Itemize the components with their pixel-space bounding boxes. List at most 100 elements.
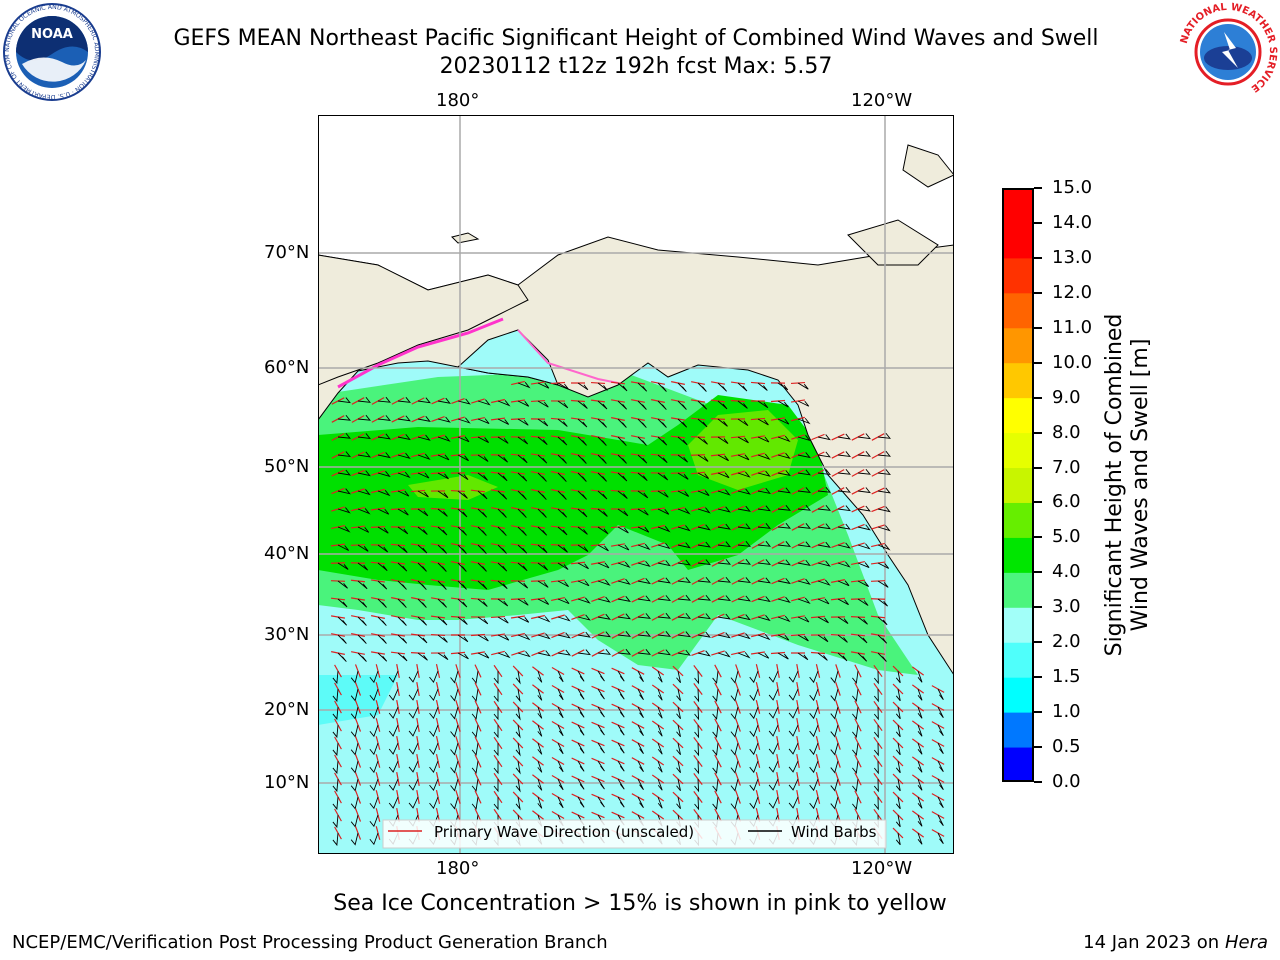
wind-barb <box>493 706 499 721</box>
wind-barb <box>397 634 408 644</box>
wind-barb <box>757 540 771 547</box>
wind-barb <box>417 472 430 479</box>
wind-barb <box>937 832 944 845</box>
wind-barb <box>417 490 429 498</box>
wind-barb <box>357 544 369 552</box>
wind-barb <box>417 508 429 517</box>
wind-barb <box>852 724 859 738</box>
wind-barb <box>749 796 759 810</box>
wind-barb <box>493 796 499 811</box>
wind-barb <box>676 742 681 756</box>
wind-barb <box>515 670 521 685</box>
colorbar-tick-label: 2.0 <box>1052 631 1081 653</box>
wind-barb <box>577 436 587 446</box>
wind-barb <box>537 400 549 408</box>
wind-barb <box>537 670 543 683</box>
wind-barb <box>377 415 391 421</box>
wind-barb <box>408 688 419 701</box>
wind-barb <box>515 742 521 757</box>
wind-barb <box>676 760 681 774</box>
wind-barb <box>357 396 371 403</box>
wind-barb <box>657 472 669 481</box>
wind-barb <box>337 598 348 608</box>
wind-barb <box>788 670 799 683</box>
wind-barb <box>697 541 711 548</box>
wind-barb <box>757 400 769 409</box>
wind-barb <box>369 796 379 810</box>
wind-barb <box>377 652 388 662</box>
wind-barb <box>497 634 510 641</box>
wind-barb <box>937 778 944 791</box>
wind-barb <box>457 634 469 643</box>
wind-barb <box>730 778 739 792</box>
lat-label-30n: 30°N <box>264 624 310 645</box>
wind-barb <box>597 454 607 464</box>
wind-barb <box>737 488 751 495</box>
wind-barb <box>408 742 419 755</box>
wind-barb <box>417 416 431 422</box>
wind-barb <box>830 778 839 792</box>
lon-label-bottom-120w: 120°W <box>851 858 913 879</box>
wind-barb <box>477 562 487 572</box>
wind-barb <box>429 796 439 810</box>
wind-barb <box>657 688 663 701</box>
wind-barb <box>676 778 681 792</box>
wind-barb <box>717 400 728 410</box>
wind-barb <box>537 544 548 554</box>
wind-barb <box>515 796 521 811</box>
wind-barb <box>877 525 891 532</box>
wind-barb <box>917 760 923 773</box>
wind-barb <box>332 706 339 721</box>
wind-barb <box>697 576 711 583</box>
wind-barb <box>417 434 431 441</box>
wind-barb <box>768 796 779 809</box>
wind-barb <box>657 543 671 550</box>
wind-barb <box>617 670 625 682</box>
wind-barb <box>717 595 731 602</box>
wind-barb <box>397 490 410 497</box>
wind-barb <box>777 559 791 566</box>
wind-barb <box>497 616 509 624</box>
wind-barb <box>397 598 407 608</box>
wind-barb <box>657 612 671 619</box>
wind-barb <box>857 524 871 531</box>
wind-barb <box>817 434 831 441</box>
wind-barb <box>737 595 751 602</box>
wind-barb <box>557 436 568 446</box>
wind-barb <box>477 526 487 536</box>
wind-barb <box>377 396 391 403</box>
wind-barb <box>937 724 944 737</box>
wind-barb <box>637 490 649 499</box>
wind-barb <box>457 580 467 590</box>
wind-barb <box>337 397 351 404</box>
lat-label-40n: 40°N <box>264 543 310 564</box>
wind-barb <box>557 472 567 482</box>
legend-wave-direction: Primary Wave Direction (unscaled) <box>434 823 694 841</box>
wind-barb <box>332 796 339 811</box>
wind-barb <box>937 688 944 701</box>
wind-barb <box>637 543 651 551</box>
wind-barb <box>830 688 839 702</box>
wind-barb <box>477 472 488 481</box>
wind-barb <box>797 417 811 425</box>
wind-barb <box>637 649 651 655</box>
wind-barb <box>437 652 449 661</box>
wind-barb <box>737 418 749 427</box>
wind-barb <box>809 670 819 684</box>
wind-barb <box>357 451 371 458</box>
wind-barb <box>895 778 901 792</box>
wind-barb <box>817 504 831 511</box>
wind-barb <box>768 688 779 701</box>
wind-barb <box>332 670 339 685</box>
wind-barb <box>712 742 719 757</box>
wind-barb <box>515 760 521 775</box>
wind-barb <box>450 742 459 756</box>
wind-barb <box>937 760 944 773</box>
wind-barb <box>577 382 589 391</box>
wind-barb <box>397 471 411 479</box>
wind-barb <box>712 724 719 739</box>
wind-barb <box>377 490 391 497</box>
wind-barb <box>737 471 751 478</box>
wind-barb <box>408 670 419 683</box>
wind-barb <box>837 486 851 493</box>
